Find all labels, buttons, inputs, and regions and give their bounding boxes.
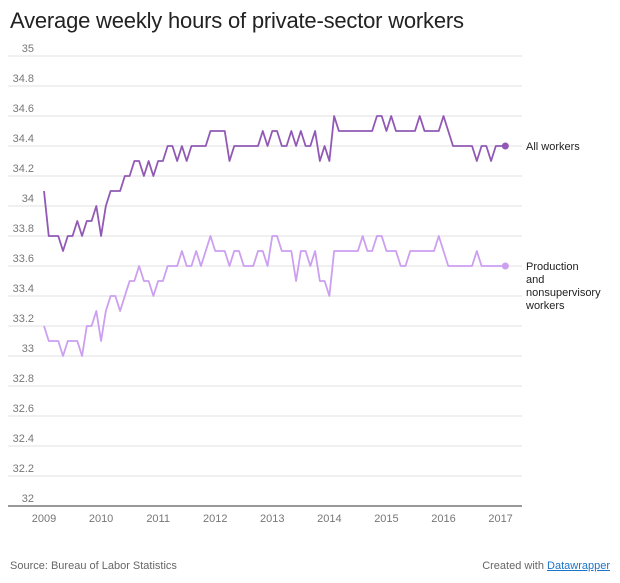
credit: Created with Datawrapper [482,560,610,572]
y-tick-label: 32.6 [13,403,34,415]
chart-title: Average weekly hours of private-sector w… [10,8,464,33]
series-label-1: nonsupervisory [526,287,601,299]
y-tick-label: 33.8 [13,223,34,235]
y-tick-label: 33 [22,343,34,355]
x-tick-label: 2014 [317,513,341,525]
y-tick-label: 34.8 [13,73,34,85]
x-tick-label: 2012 [203,513,227,525]
series-label-1: and [526,274,544,286]
x-tick-label: 2017 [488,513,512,525]
series-group [43,115,509,357]
series-line-1 [43,235,506,357]
x-tick-label: 2010 [89,513,113,525]
y-tick-label: 34.6 [13,103,34,115]
grid [8,55,522,507]
x-tick-label: 2013 [260,513,284,525]
y-tick-label: 33.4 [13,283,34,295]
y-tick-label: 32.4 [13,433,34,445]
y-tick-label: 32.2 [13,463,34,475]
y-tick-label: 32.8 [13,373,34,385]
x-tick-label: 2016 [431,513,455,525]
series-end-marker-0 [501,142,509,150]
y-tick-label: 34 [22,193,34,205]
x-tick-label: 2015 [374,513,398,525]
series-label-1: workers [525,300,565,312]
y-tick-label: 33.6 [13,253,34,265]
y-tick-label: 35 [22,43,34,55]
x-tick-label: 2009 [32,513,56,525]
y-tick-label: 34.4 [13,133,34,145]
y-tick-label: 32 [22,493,34,505]
y-tick-label: 34.2 [13,163,34,175]
series-line-0 [43,115,506,252]
series-label-1: Production [526,261,579,273]
credit-prefix: Created with [482,560,544,572]
source-note: Source: Bureau of Labor Statistics [10,560,177,572]
datawrapper-link[interactable]: Datawrapper [547,560,610,572]
y-axis-ticks: 35 34.8 34.6 34.4 34.2 34 33.8 33.6 33.4 33.2 33 32… [13,43,34,505]
x-tick-label: 2011 [146,513,170,525]
x-axis-ticks: 2009 2010 2011 2012 2013 2014 2015 2016 2017 [32,513,513,525]
series-labels: All workers Productionandnonsupervisorywo… [525,141,601,312]
y-tick-label: 33.2 [13,313,34,325]
series-end-marker-1 [501,262,509,270]
series-label-0: All workers [526,141,580,153]
